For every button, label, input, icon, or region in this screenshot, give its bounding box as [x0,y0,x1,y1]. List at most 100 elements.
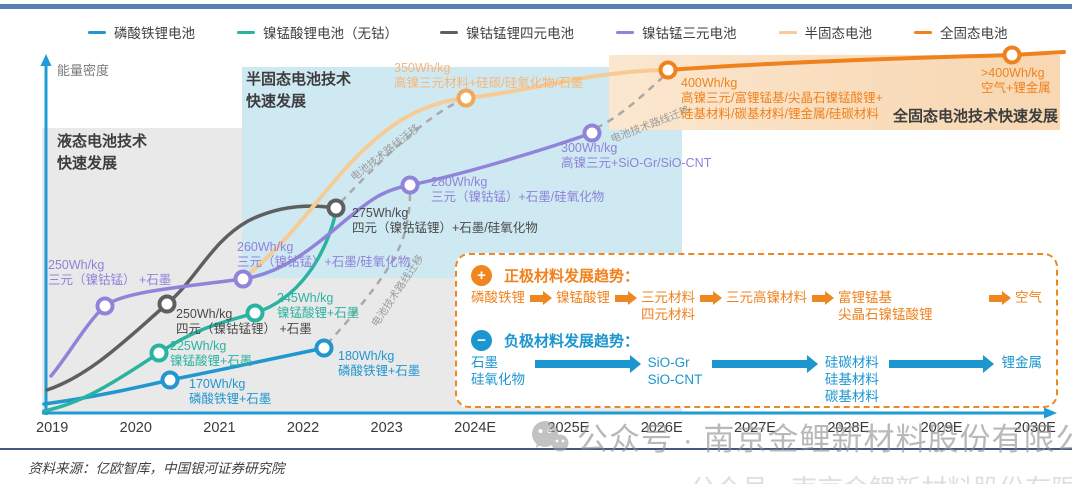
point-materials-line1: 高镍三元/富锂锰基/尖晶石镍锰酸锂+ [681,91,883,106]
legend-dash-ternary [616,30,634,34]
year-tick: 2024E [454,420,497,436]
year-tick: 2028E [827,420,870,436]
point-materials: 三元（镍钴锰） +石墨 [48,273,172,288]
step-line: 空气 [1015,290,1042,305]
point-materials: 磷酸铁锂+石墨 [189,392,272,407]
point-label-180: 180Wh/kg 磷酸铁锂+石墨 [338,349,420,380]
x-axis-arrowhead [1044,407,1057,419]
step-line: 三元高镍材料 [726,290,807,305]
anode-step: 硅碳材料 硅基材料 碳基材料 [825,355,879,406]
point-label-260: 260Wh/kg 三元（镍钴锰）+石墨/硅氧化物 [237,240,410,271]
year-tick: 2022 [286,420,320,436]
point-label-280: 280Wh/kg 三元（镍钴锰）+石墨/硅氧化物 [431,175,604,206]
step-line: SiO-Gr [647,354,690,370]
point-label-400: 400Wh/kg 高镍三元/富锂锰基/尖晶石镍锰酸锂+ 硅基材料/碳基材料/锂金… [681,76,883,122]
zone-title-liquid-line1: 液态电池技术 [57,133,148,150]
point-value: 225Wh/kg [170,339,227,353]
legend-label: 全固态电池 [940,26,1008,41]
legend-dash-semi-solid [778,30,797,34]
step-line: 硅碳材料 [824,354,879,370]
year-tick: 2021 [203,420,236,436]
point-materials: 三元（镍钴锰）+石墨/硅氧化物 [431,190,605,205]
anode-trend-header: − 负极材料发展趋势： [471,329,1042,351]
legend-item-all-solid: 全固态电池 [914,22,1008,42]
year-tick: 2023 [370,420,403,436]
point-materials: 三元（镍钴锰）+石墨/硅氧化物 [237,255,411,270]
point-label-250-ternary: 250Wh/kg 三元（镍钴锰） +石墨 [48,258,171,289]
year-tick: 2026E [640,420,683,436]
legend-dash-lfp [88,30,106,34]
watermark-second-row: 公众号 · 南京金鲤新材料股份有限公司 [690,469,1072,484]
point-value: 300Wh/kg [561,141,618,155]
anode-step: 石墨 硅氧化物 [471,355,525,389]
cathode-step: 三元材料 四元材料 [641,290,695,324]
minus-icon: − [471,329,492,351]
chart-legend: 磷酸铁锂电池 镍锰酸锂电池（无钴） 镍钴锰锂四元电池 镍钴锰三元电池 半固态电池… [88,22,1008,42]
zone-title-liquid: 液态电池技术 快速发展 [57,131,147,175]
cathode-step: 空气 [1015,290,1042,307]
legend-dash-lnmo [237,30,255,34]
point-value: 260Wh/kg [237,240,294,254]
point-materials: 镍锰酸锂+石墨 [170,354,253,369]
point-label-350: 350Wh/kg 高镍三元材料+硅碳/硅氧化物/石墨 [394,61,583,92]
point-label-225: 225Wh/kg 镍锰酸锂+石墨 [170,339,252,370]
legend-label: 镍锰酸锂电池（无钴） [263,26,398,41]
step-line: 硅基材料 [824,371,879,387]
step-line: 碳基材料 [824,388,879,404]
point-value: 170Wh/kg [189,377,246,391]
legend-dash-all-solid [914,30,932,34]
cathode-step: 镍锰酸锂 [556,290,610,307]
zone-title-semi-line1: 半固态电池技术 [246,71,352,88]
legend-item-quaternary: 镍钴锰锂四元电池 [440,22,574,42]
right-arrow-icon [812,291,834,305]
year-tick: 2020 [119,420,152,436]
cathode-step: 富锂锰基 尖晶石镍锰酸锂 [838,290,933,324]
legend-label: 磷酸铁锂电池 [114,26,195,41]
point-label-300: 300Wh/kg 高镍三元+SiO-Gr/SiO-CNT [561,141,711,172]
step-line: 四元材料 [641,306,695,322]
year-tick: 2029E [920,420,963,436]
legend-item-lfp: 磷酸铁锂电池 [88,22,195,42]
long-right-arrow-icon [535,354,641,373]
point-value: 250Wh/kg [48,258,105,272]
anode-trend-steps: 石墨 硅氧化物 SiO-Gr SiO-CNT 硅碳材料 硅基材料 碳基材料 锂金… [471,354,1042,406]
step-line: 三元材料 [641,290,695,305]
year-tick: 2027E [734,420,776,436]
point-label-170: 170Wh/kg 磷酸铁锂+石墨 [189,377,271,408]
cathode-step: 磷酸铁锂 [471,290,525,307]
legend-dash-quaternary [440,30,458,34]
legend-label: 镍钴锰锂四元电池 [466,26,574,41]
step-line: 磷酸铁锂 [471,290,525,305]
point-label-400plus: >400Wh/kg 空气+锂金属 [981,66,1051,97]
point-value: 245Wh/kg [277,291,334,305]
plus-icon: + [471,265,492,286]
point-label-245: 245Wh/kg 镍锰酸锂+石墨 [277,291,359,322]
footer-divider [0,448,1072,450]
point-materials: 磷酸铁锂+石墨 [338,364,421,379]
point-value: 180Wh/kg [338,349,395,363]
zone-title-semi: 半固态电池技术 快速发展 [246,69,351,113]
point-label-275: 275Wh/kg 四元（镍钴锰锂）+石墨/硅氧化物 [352,206,538,237]
point-value: 280Wh/kg [431,175,488,189]
year-tick: 2030E [1013,420,1056,436]
legend-label: 半固态电池 [804,26,873,41]
cathode-trend-steps: 磷酸铁锂 镍锰酸锂 三元材料 四元材料 三元高镍材料 富锂锰基 尖晶石镍锰酸锂 [471,290,1042,324]
step-line: 硅氧化物 [471,371,525,387]
year-tick: 2025E [547,420,590,436]
point-value: 400Wh/kg [681,76,738,90]
legend-item-ternary: 镍钴锰三元电池 [616,22,737,42]
step-line: 锂金属 [1001,354,1042,370]
step-line: 镍锰酸锂 [556,290,610,305]
right-arrow-icon [989,291,1011,305]
step-line: SiO-CNT [647,371,703,387]
top-border-bar [0,4,1072,9]
right-arrow-icon [530,291,552,305]
anode-step: 锂金属 [1001,355,1042,372]
right-arrow-icon [700,291,722,305]
point-materials: 空气+锂金属 [981,81,1051,96]
zone-title-solid-text: 全固态电池技术快速发展 [893,108,1059,125]
point-materials: 高镍三元+SiO-Gr/SiO-CNT [561,156,712,171]
source-note: 资料来源：亿欧智库，中国银河证券研究院 [28,461,285,476]
point-value: >400Wh/kg [981,66,1045,80]
